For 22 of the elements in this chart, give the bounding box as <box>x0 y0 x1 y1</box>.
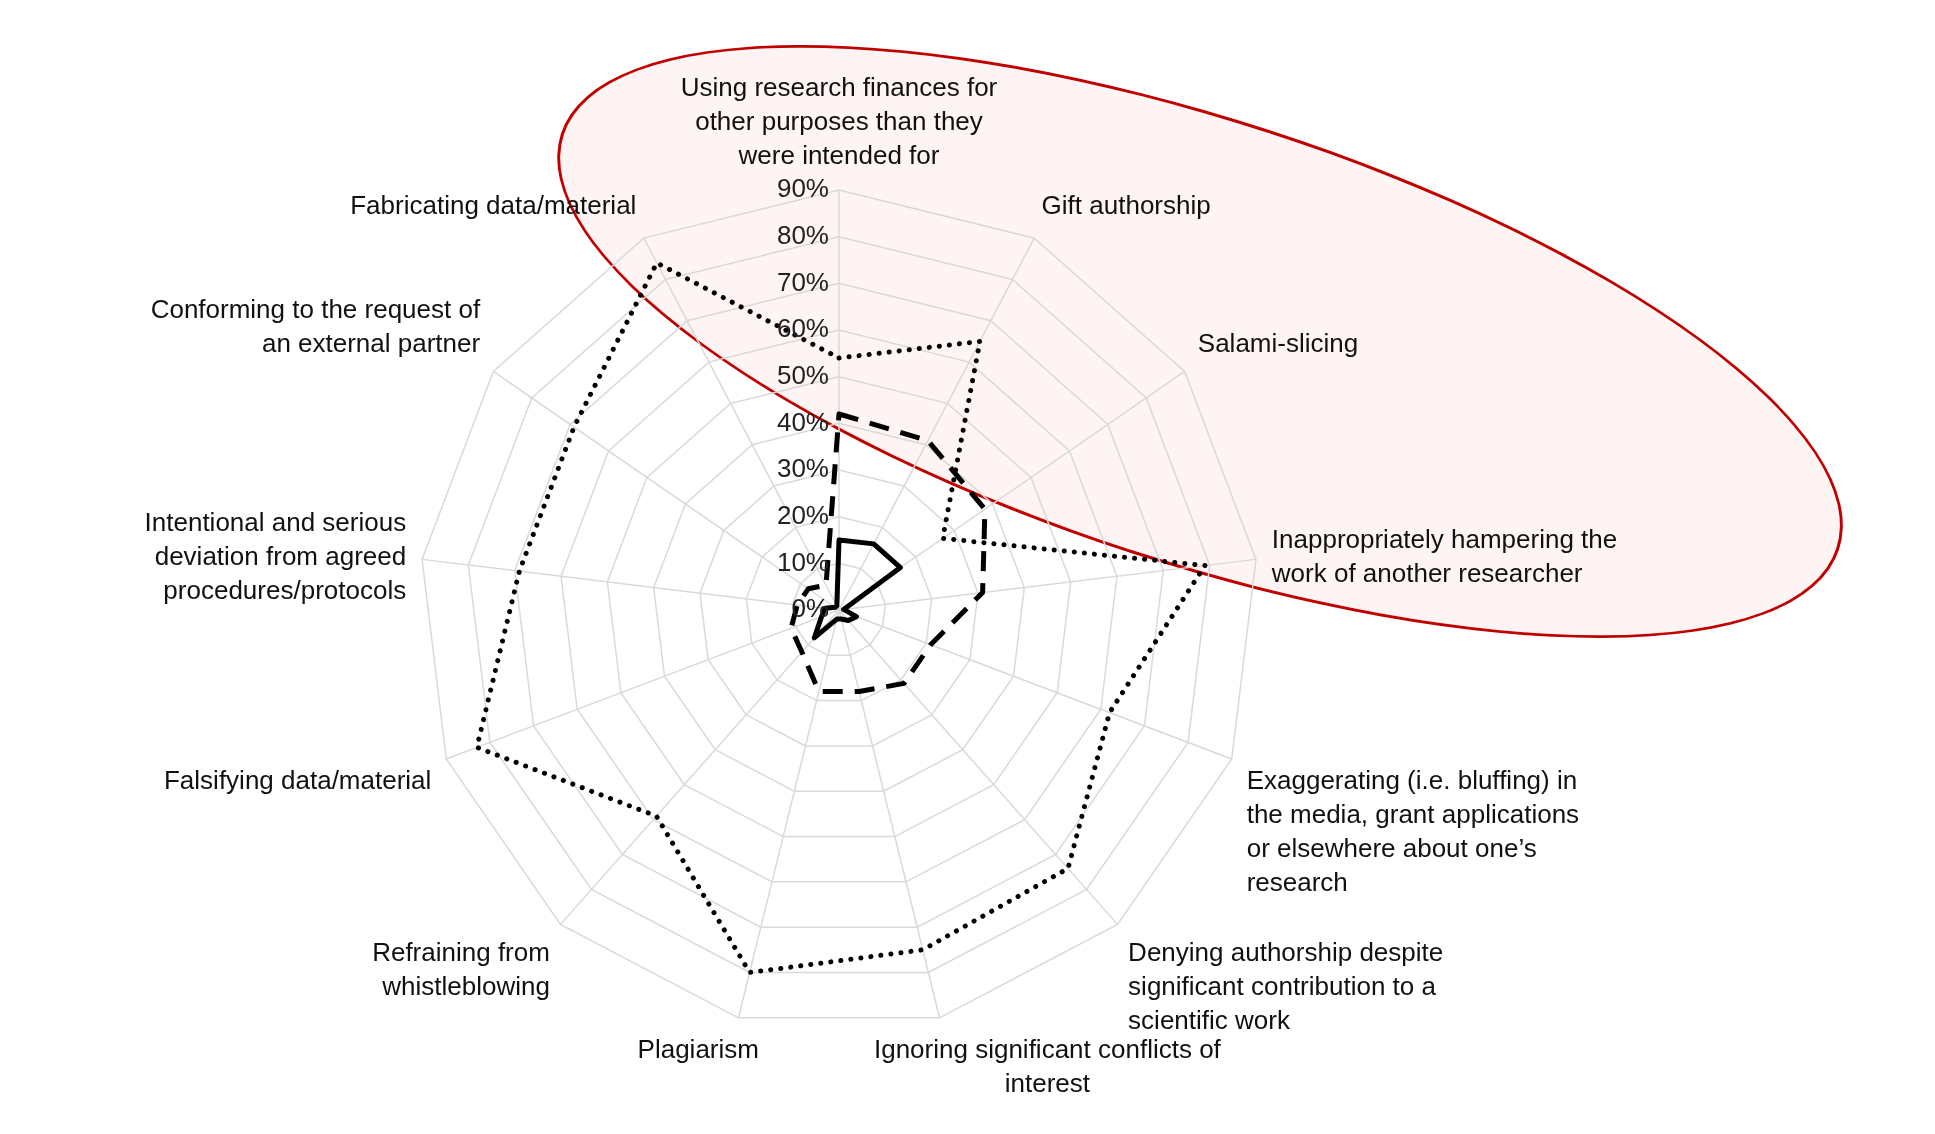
y-tick-label: 10% <box>776 546 829 577</box>
y-tick-label: 20% <box>776 499 829 530</box>
spoke-label: Gift authorship <box>1041 190 1211 221</box>
spoke-label: Falsifying data/material <box>163 764 432 795</box>
spoke-label: Ignoring significant conflicts of interest <box>873 1033 1222 1098</box>
y-tick-label: 0% <box>791 593 829 624</box>
spoke-label: Inappropriately hampering the work of another researcher <box>1270 523 1618 588</box>
y-tick-label: 50% <box>776 359 829 390</box>
spoke-label: Intentional and serious deviation from agreed procedures/protocols <box>144 506 407 605</box>
spoke-label: Refraining from whistleblowing <box>372 936 550 1001</box>
spoke-label: Salami-slicing <box>1197 328 1359 359</box>
spoke-label: Plagiarism <box>637 1033 759 1064</box>
spoke-label: Exaggerating (i.e. bluffing) in the media, grant applications or elsewhere about one’s research <box>1246 764 1580 897</box>
y-tick-label: 90% <box>776 173 829 204</box>
spoke-label: Denying authorship despite significant contribution to a scientific work <box>1128 936 1444 1035</box>
y-tick-label: 80% <box>776 219 829 250</box>
spoke-label: Conforming to the request of an external partner <box>150 294 481 359</box>
y-tick-label: 70% <box>776 266 829 297</box>
y-tick-label: 30% <box>776 453 829 484</box>
spoke-label: Using research finances for other purposes than they were intended for <box>680 72 998 171</box>
y-tick-label: 60% <box>776 313 829 344</box>
y-tick-label: 40% <box>776 406 829 437</box>
